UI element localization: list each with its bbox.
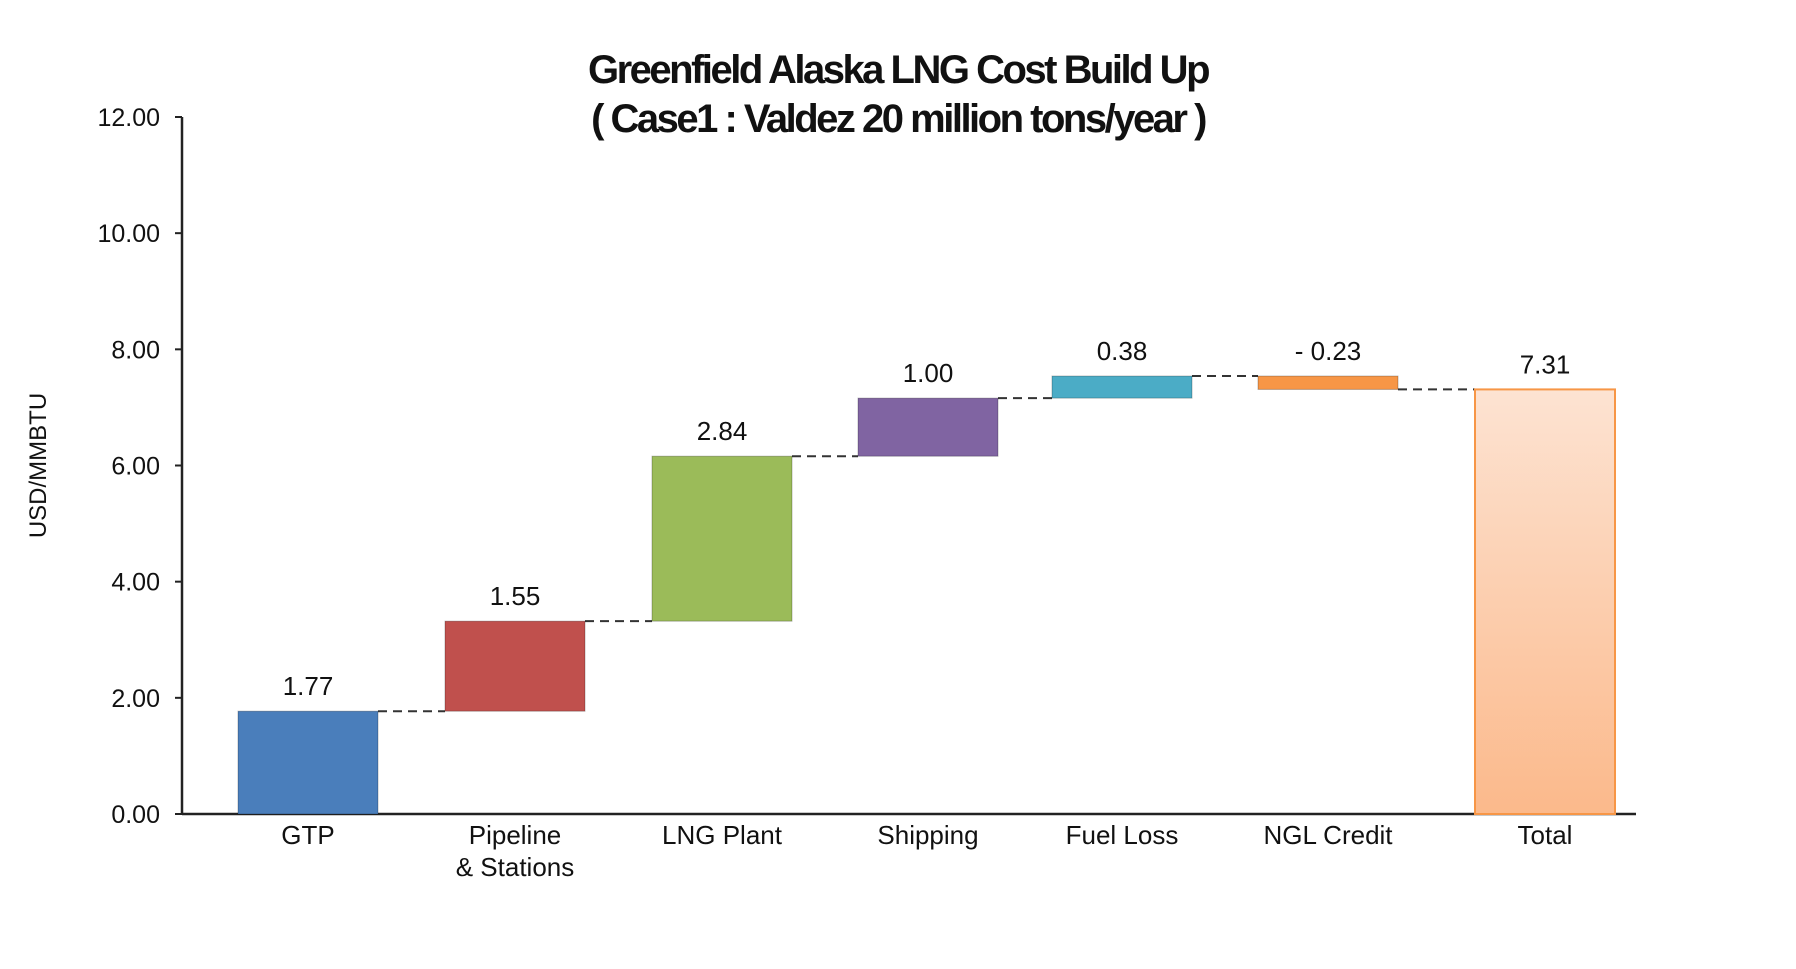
data-label-shipping: 1.00 xyxy=(903,358,954,388)
y-tick-label: 10.00 xyxy=(97,220,160,248)
x-tick-label-gtp: GTP xyxy=(281,820,334,850)
data-label-ngl-credit: - 0.23 xyxy=(1295,336,1362,366)
bar-fuel-loss xyxy=(1051,375,1193,399)
x-tick-label-shipping: Shipping xyxy=(877,820,978,850)
x-tick-label-total: Total xyxy=(1518,820,1573,850)
x-tick-label-pipeline-stations: Pipeline xyxy=(469,820,562,850)
data-label-lng-plant: 2.84 xyxy=(697,416,748,446)
data-label-fuel-loss: 0.38 xyxy=(1097,336,1148,366)
y-tick-label: 6.00 xyxy=(111,453,160,481)
bar-lng-plant xyxy=(651,455,793,622)
x-tick-label-fuel-loss: Fuel Loss xyxy=(1066,820,1179,850)
x-tick-label-pipeline-stations: & Stations xyxy=(456,852,575,882)
data-label-pipeline-stations: 1.55 xyxy=(490,581,541,611)
bar-total xyxy=(1474,388,1616,815)
y-tick-label: 8.00 xyxy=(111,336,160,364)
data-label-gtp: 1.77 xyxy=(283,671,334,701)
y-axis-title: USD/MMBTU xyxy=(25,393,52,538)
bar-pipeline-stations xyxy=(444,620,586,712)
bar-shipping xyxy=(857,397,999,457)
chart-subtitle: ( Case1 : Valdez 20 million tons/year ) xyxy=(591,97,1207,141)
y-tick-label: 0.00 xyxy=(111,801,160,829)
y-tick-label: 12.00 xyxy=(97,104,160,132)
x-tick-label-lng-plant: LNG Plant xyxy=(662,820,783,850)
chart-title: Greenfield Alaska LNG Cost Build Up xyxy=(587,48,1211,92)
x-tick-label-ngl-credit: NGL Credit xyxy=(1263,820,1393,850)
y-tick-label: 2.00 xyxy=(111,685,160,713)
y-tick-label: 4.00 xyxy=(111,569,160,597)
data-label-total: 7.31 xyxy=(1520,349,1571,379)
bar-gtp xyxy=(237,710,379,815)
bar-ngl-credit xyxy=(1257,375,1399,390)
